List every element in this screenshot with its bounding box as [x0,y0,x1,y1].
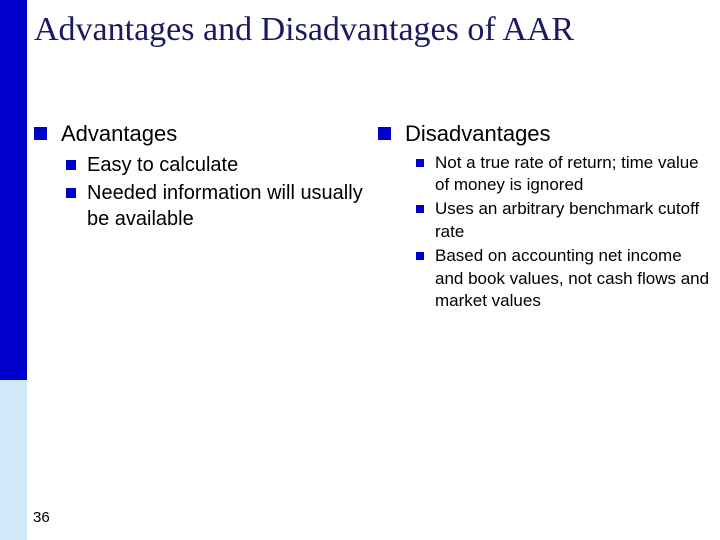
list-item: Advantages [34,120,370,148]
slide-title: Advantages and Disadvantages of AAR [34,10,704,49]
square-bullet-icon [66,160,76,170]
square-bullet-icon [34,127,47,140]
square-bullet-icon [416,252,424,260]
list-item-text: Easy to calculate [87,152,238,178]
slide-number: 36 [33,509,50,526]
list-item-text: Not a true rate of return; time value of… [435,152,714,197]
list-item-text: Needed information will usually be avail… [87,180,370,232]
list-item-text: Uses an arbitrary benchmark cutoff rate [435,198,714,243]
list-item: Needed information will usually be avail… [66,180,370,232]
list-item: Not a true rate of return; time value of… [416,152,714,197]
list-item: Disadvantages [378,120,714,148]
square-bullet-icon [416,205,424,213]
disadvantages-heading: Disadvantages [405,120,551,148]
square-bullet-icon [378,127,391,140]
disadvantages-column: Disadvantages Not a true rate of return;… [378,120,714,313]
advantages-sublist: Easy to calculate Needed information wil… [34,152,370,232]
advantages-column: Advantages Easy to calculate Needed info… [34,120,370,313]
slide-content: Advantages Easy to calculate Needed info… [34,120,714,313]
square-bullet-icon [66,188,76,198]
sidebar-accent-bottom [0,380,27,540]
list-item: Easy to calculate [66,152,370,178]
sidebar-accent-top [0,0,27,380]
square-bullet-icon [416,159,424,167]
list-item: Based on accounting net income and book … [416,245,714,312]
list-item-text: Based on accounting net income and book … [435,245,714,312]
disadvantages-sublist: Not a true rate of return; time value of… [378,152,714,313]
list-item: Uses an arbitrary benchmark cutoff rate [416,198,714,243]
advantages-heading: Advantages [61,120,177,148]
